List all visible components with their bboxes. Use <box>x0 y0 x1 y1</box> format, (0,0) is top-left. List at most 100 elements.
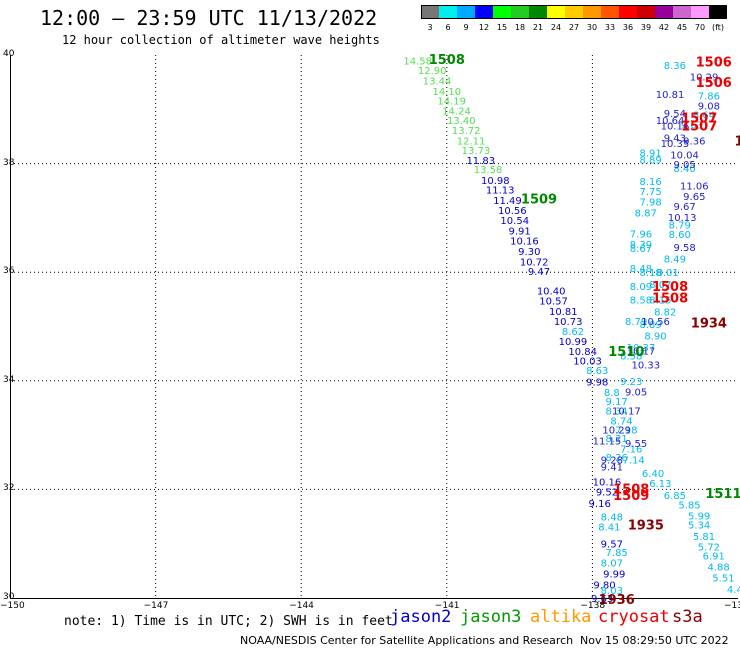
wave-height-point: 8.41 <box>598 522 620 533</box>
wave-height-point: 8.79 <box>669 220 691 231</box>
color-swatch <box>619 5 637 19</box>
wave-height-point: 10.81 <box>549 307 578 318</box>
wave-height-point: 10.29 <box>690 73 719 84</box>
color-swatch <box>547 5 565 19</box>
color-swatch-label: 12 <box>478 23 490 32</box>
wave-height-point: 7.16 <box>620 445 642 456</box>
color-scale-border <box>421 5 727 19</box>
color-swatch-label: 18 <box>514 23 526 32</box>
wave-height-point: 9.54 <box>664 109 686 120</box>
wave-height-point: 10.98 <box>481 176 510 187</box>
wave-height-point: 8.03 <box>601 586 623 597</box>
color-swatch-label: 70 <box>694 23 706 32</box>
wave-height-point: 8.39 <box>630 240 652 251</box>
wave-height-point: 10.64 <box>656 116 685 127</box>
color-swatch <box>691 5 709 19</box>
color-swatch-label: 36 <box>622 23 634 32</box>
pass-number: 1508 <box>429 53 465 68</box>
latitude-tick: 32 <box>3 483 15 494</box>
wave-height-point: 8.8 <box>604 388 620 399</box>
pass-number: 1508 <box>613 482 649 497</box>
longitude-tick: −147 <box>143 601 169 611</box>
wave-height-point: 7.85 <box>606 548 628 559</box>
wave-height-point: 8.63 <box>586 366 608 377</box>
credit-line: NOAA/NESDIS Center for Satellite Applica… <box>240 634 574 647</box>
wave-height-point: 6.91 <box>703 552 725 563</box>
wave-height-point: 5.34 <box>688 521 710 532</box>
latitude-tick: 40 <box>3 49 15 59</box>
wave-height-point: 9.41 <box>601 463 623 474</box>
wave-height-point: 6.40 <box>642 469 664 480</box>
wave-height-point: 9.17 <box>606 397 628 408</box>
color-swatch <box>673 5 691 19</box>
color-swatch-label: 24 <box>550 23 562 32</box>
wave-height-point: 14.10 <box>432 87 461 98</box>
longitude-tick: −144 <box>289 601 314 611</box>
legend-entry: jason3 <box>460 607 522 627</box>
color-swatch-label: 42 <box>658 23 670 32</box>
wave-height-point: 10.84 <box>568 347 597 358</box>
map-frame <box>10 55 738 599</box>
wave-height-point: 9.99 <box>603 570 625 581</box>
color-swatch <box>601 5 619 19</box>
pass-labels: 1508150615061507150719331509150815081934… <box>429 53 740 608</box>
wave-height-point: 10.73 <box>554 317 583 328</box>
wave-height-points: 14.5812.9013.4414.1014.1914.2413.4013.72… <box>403 56 740 605</box>
pass-number: 1506 <box>696 76 732 91</box>
wave-height-point: 8.58 <box>620 351 642 362</box>
wave-height-point: 9.63 <box>681 121 703 132</box>
color-swatch <box>421 5 439 19</box>
wave-height-point: 9.43 <box>664 134 686 145</box>
wave-height-point: 14.24 <box>442 106 471 117</box>
wave-height-point: 5.51 <box>712 573 734 584</box>
wave-height-point: 12.11 <box>457 136 486 147</box>
legend-entry: cryosat <box>598 607 670 627</box>
pass-number: 1934 <box>691 317 727 332</box>
pass-number: 1936 <box>599 593 635 608</box>
wave-height-point: 10.72 <box>520 257 549 268</box>
wave-height-point: 13.44 <box>423 77 452 88</box>
timestamp: Nov 15 08:29:50 UTC 2022 <box>580 634 729 647</box>
pass-number: 1508 <box>652 292 688 307</box>
wave-height-point: 8.74 <box>610 416 632 427</box>
wave-height-point: 5.72 <box>698 542 720 553</box>
wave-height-point: 9.23 <box>620 377 642 388</box>
wave-height-point: 7.98 <box>640 198 662 209</box>
latitude-tick: 36 <box>3 266 15 277</box>
wave-height-point: 10.81 <box>656 90 685 101</box>
wave-height-point: 11.15 <box>593 437 622 448</box>
wave-height-point: 9.57 <box>601 540 623 551</box>
wave-height-point: 10.33 <box>631 361 660 372</box>
wave-height-point: 8.34 <box>606 407 628 418</box>
color-swatch <box>709 5 727 19</box>
wave-height-point: 7.96 <box>630 230 652 241</box>
wave-height-point: 10.16 <box>661 122 690 133</box>
map-grid <box>10 55 738 598</box>
color-swatch-label: 15 <box>496 23 508 32</box>
pass-number: 1509 <box>521 192 557 207</box>
wave-height-point: 10.99 <box>559 337 588 348</box>
wave-height-point: 10.04 <box>670 150 699 161</box>
color-swatch <box>439 5 457 19</box>
wave-height-point: 8.49 <box>664 255 686 266</box>
wave-height-point: 11.13 <box>486 186 515 197</box>
wave-height-point: 10.29 <box>602 426 631 437</box>
color-swatch <box>511 5 529 19</box>
wave-height-point: 8.07 <box>649 280 671 291</box>
wave-height-point: 14.19 <box>437 97 466 108</box>
wave-height-point: 10.16 <box>510 237 539 248</box>
wave-height-point: 13.40 <box>447 116 476 127</box>
color-swatch <box>655 5 673 19</box>
wave-height-point: 10.35 <box>661 139 690 150</box>
pass-number: 1507 <box>681 111 717 126</box>
color-swatch <box>493 5 511 19</box>
wave-height-point: 7.18 <box>615 426 637 437</box>
wave-height-point: 8.07 <box>601 559 623 570</box>
wave-height-point: 8.01 <box>656 268 678 279</box>
wave-height-point: 8.87 <box>635 208 657 219</box>
wave-height-point: 11.06 <box>680 181 709 192</box>
wave-height-point: 13.73 <box>462 146 491 157</box>
wave-height-point: 5.81 <box>693 532 715 543</box>
wave-height-point: 7.86 <box>698 92 720 103</box>
wave-height-point: 10.56 <box>498 206 527 217</box>
